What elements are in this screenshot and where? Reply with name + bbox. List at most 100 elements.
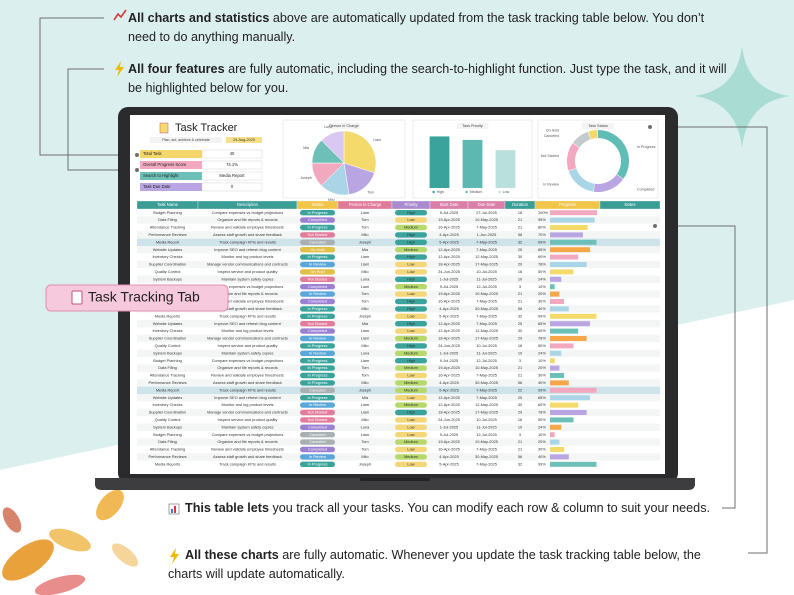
progress-bar [550, 387, 597, 393]
progress-bar [550, 439, 560, 445]
cell: Milo [361, 380, 368, 385]
cell: Maintain system safety copies [222, 424, 274, 429]
cell: Track campaign KPIs and results [219, 387, 276, 392]
column-header: Priority [404, 202, 418, 207]
laptop-base [95, 478, 695, 490]
cell: 19-Apr-2025 [438, 217, 460, 222]
cell: 19-Apr-2025 [438, 365, 460, 370]
priority: Low [407, 291, 414, 296]
status-pill [300, 387, 335, 393]
priority-pill [395, 217, 427, 223]
status-pill [300, 247, 335, 253]
slice-label: Liam [373, 138, 381, 142]
status: In Progress [308, 313, 328, 318]
cell: Mia [362, 321, 369, 326]
priority: High [407, 210, 415, 215]
cell: Website Updates [153, 321, 183, 326]
priority-pill [395, 291, 427, 297]
progress-bar [550, 447, 565, 452]
priority-pill [395, 439, 427, 445]
segment-label: In Progress [637, 145, 656, 149]
progress: 80% [538, 225, 546, 230]
cell: 21 [518, 217, 522, 222]
cell: 25 [518, 247, 522, 252]
progress: 70% [538, 232, 546, 237]
priority: Low [407, 269, 414, 274]
progress-bar [550, 410, 587, 415]
progress-bar [550, 254, 579, 260]
priority: Low [407, 313, 414, 318]
progress: 40% [538, 306, 546, 311]
cell: 9-Jul-2025 [440, 284, 458, 289]
progress: 85% [538, 321, 546, 326]
priority-pill [395, 232, 427, 238]
cell: Tom [361, 291, 368, 296]
cell: Review and validate employee timesheets [211, 447, 284, 452]
progress: 99% [538, 239, 546, 244]
progress: 30% [538, 373, 546, 378]
cell: Performance Reviews [148, 380, 186, 385]
status-pill [300, 306, 335, 312]
cell: 7-May-2025 [476, 373, 497, 378]
cell: Joseph [359, 313, 372, 318]
cell: System Backups [153, 276, 182, 281]
cell: 21 [518, 225, 522, 230]
status-pill [300, 291, 335, 297]
cell: Inventory Checks [152, 328, 182, 333]
status: In Progress [308, 395, 328, 400]
cell: Assess staff growth and share feedback [213, 232, 282, 237]
progress: 50% [538, 417, 546, 422]
legend-dot [465, 190, 468, 194]
progress-bar [550, 432, 555, 438]
cell: 24-Jun-2025 [438, 417, 460, 422]
cell: 4-Apr-2025 [439, 454, 458, 459]
priority-pill [395, 269, 427, 275]
cell: Luna [361, 350, 370, 355]
priority: Low [407, 395, 414, 400]
progress-bar [550, 328, 579, 334]
priority: Low [407, 373, 414, 378]
cell: 25 [518, 321, 522, 326]
cell: Milo [361, 454, 368, 459]
status: Not Started [308, 321, 328, 326]
cell: 3 [519, 284, 521, 289]
cell: Website Updates [153, 395, 183, 400]
cell: 18 [518, 210, 522, 215]
priority: Medium [404, 402, 418, 407]
progress-bar [550, 284, 555, 290]
segment-label: Completed [637, 188, 654, 192]
cell: Monitor and log product levels [222, 254, 274, 259]
priority-pill [395, 254, 427, 260]
cell: 16 [518, 269, 522, 274]
cell: Tom [361, 365, 368, 370]
bar [495, 150, 516, 188]
cell: 30-May-2025 [475, 306, 498, 311]
cell: 9-Jul-2025 [440, 432, 458, 437]
priority: Low [407, 328, 414, 333]
priority: High [407, 358, 415, 363]
status: Not Started [308, 410, 328, 415]
progress: 10% [538, 358, 546, 363]
status-pill [300, 417, 335, 423]
cell: 19-Apr-2025 [438, 291, 460, 296]
status-pill [300, 298, 335, 305]
cell: Liam [361, 210, 369, 215]
chart-title: Task Status [588, 124, 608, 128]
progress-bar [550, 343, 574, 349]
progress: 24% [538, 350, 546, 355]
cell: Budget Planning [153, 358, 182, 363]
cell: Liam [361, 328, 369, 333]
cell: 1-Jul-2025 [440, 276, 458, 281]
priority: Medium [404, 380, 418, 385]
progress-bar [550, 269, 574, 275]
stat-label: Task Due Date [143, 184, 171, 189]
priority: Medium [404, 225, 418, 230]
cell: 17-May-2025 [475, 262, 498, 267]
cell: Quality Control [155, 343, 181, 348]
cell: 12-May-2025 [475, 254, 498, 259]
progress-bar [550, 358, 555, 364]
priority: High [407, 254, 415, 259]
priority: Medium [404, 365, 418, 370]
table: Task Name Description Status Person in Char… [136, 200, 661, 468]
cell: 12-Apr-2025 [438, 247, 460, 252]
